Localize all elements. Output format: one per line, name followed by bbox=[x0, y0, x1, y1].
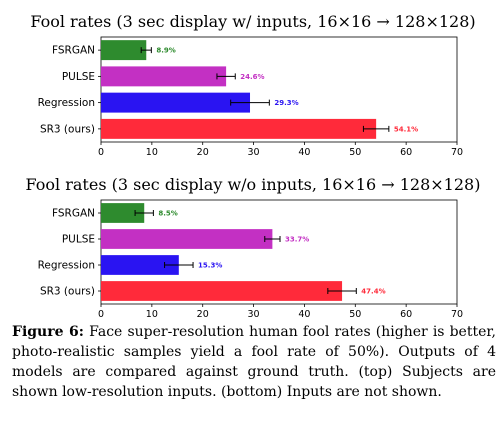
chart-top: Fool rates (3 sec display w/ inputs, 16×… bbox=[30, 12, 475, 158]
x-tick-label: 40 bbox=[298, 309, 310, 320]
category-label: SR3 (ours) bbox=[40, 123, 95, 135]
x-tick-label: 60 bbox=[400, 147, 412, 158]
bar-fsrgan bbox=[101, 203, 145, 223]
bar-fsrgan bbox=[101, 40, 147, 61]
x-tick-label: 50 bbox=[349, 147, 361, 158]
data-label: 54.1% bbox=[394, 125, 418, 133]
x-tick-label: 30 bbox=[248, 147, 260, 158]
data-label: 47.4% bbox=[361, 288, 385, 296]
category-label: SR3 (ours) bbox=[40, 286, 95, 298]
bar-sr3-ours- bbox=[101, 118, 377, 139]
error-bar bbox=[134, 210, 154, 216]
category-label: FSRGAN bbox=[52, 208, 95, 220]
x-tick-label: 70 bbox=[451, 147, 463, 158]
error-bar bbox=[216, 73, 236, 80]
data-label: 33.7% bbox=[285, 236, 309, 244]
data-label: 8.9% bbox=[156, 47, 175, 55]
x-tick-label: 50 bbox=[349, 309, 361, 320]
x-tick-label: 20 bbox=[197, 147, 209, 158]
category-label: PULSE bbox=[62, 71, 95, 83]
plot-frame bbox=[100, 199, 458, 305]
category-label: PULSE bbox=[62, 234, 95, 246]
bar-pulse bbox=[101, 66, 227, 87]
error-bar bbox=[362, 125, 390, 132]
x-tick-label: 40 bbox=[298, 147, 310, 158]
x-tick-label: 10 bbox=[146, 309, 158, 320]
chart-bottom: Fool rates (3 sec display w/o inputs, 16… bbox=[26, 175, 481, 320]
error-bar bbox=[230, 99, 270, 106]
bar-regression bbox=[101, 92, 251, 113]
x-tick-label: 70 bbox=[451, 309, 463, 320]
bar-sr3-ours- bbox=[101, 281, 343, 301]
category-label: Regression bbox=[38, 260, 95, 272]
figure-charts: Fool rates (3 sec display w/ inputs, 16×… bbox=[26, 12, 481, 320]
bar-regression bbox=[101, 255, 179, 275]
caption-label: Figure 6: bbox=[12, 324, 84, 340]
caption-text: Face super-resolution human fool rates (… bbox=[12, 324, 496, 400]
x-tick-label: 20 bbox=[197, 309, 209, 320]
x-tick-label: 0 bbox=[98, 309, 104, 320]
error-bar bbox=[140, 47, 152, 54]
category-label: Regression bbox=[38, 97, 95, 109]
data-label: 8.5% bbox=[158, 210, 177, 218]
x-tick-label: 10 bbox=[146, 147, 158, 158]
chart-title: Fool rates (3 sec display w/o inputs, 16… bbox=[26, 175, 481, 194]
figure-caption: Figure 6: Face super-resolution human fo… bbox=[12, 322, 496, 402]
bar-pulse bbox=[101, 229, 273, 249]
x-tick-label: 60 bbox=[400, 309, 412, 320]
x-tick-label: 0 bbox=[98, 147, 104, 158]
x-tick-label: 30 bbox=[248, 309, 260, 320]
category-label: FSRGAN bbox=[52, 45, 95, 57]
data-label: 24.6% bbox=[240, 73, 264, 81]
chart-title: Fool rates (3 sec display w/ inputs, 16×… bbox=[30, 12, 475, 31]
plot-frame bbox=[100, 36, 458, 143]
data-label: 15.3% bbox=[198, 262, 222, 270]
error-bar bbox=[327, 288, 357, 294]
error-bar bbox=[264, 236, 281, 242]
data-label: 29.3% bbox=[274, 99, 298, 107]
error-bar bbox=[164, 262, 194, 268]
